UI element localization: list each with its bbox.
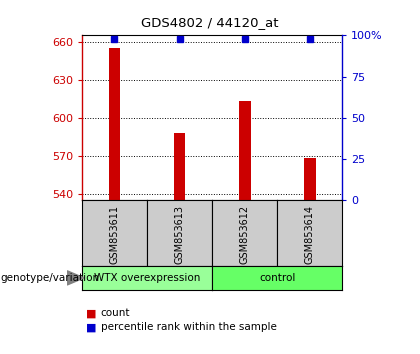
Text: GSM853612: GSM853612 [240, 205, 249, 264]
Bar [239, 101, 250, 200]
Bar [304, 158, 315, 200]
Text: ■: ■ [86, 322, 97, 332]
Text: GSM853611: GSM853611 [110, 205, 119, 264]
Bar [109, 48, 120, 200]
Polygon shape [67, 271, 84, 285]
Text: ■: ■ [86, 308, 97, 318]
Text: GDS4802 / 44120_at: GDS4802 / 44120_at [141, 16, 279, 29]
Text: percentile rank within the sample: percentile rank within the sample [101, 322, 277, 332]
Text: genotype/variation: genotype/variation [0, 273, 99, 283]
Text: GSM853613: GSM853613 [175, 205, 184, 264]
Text: control: control [259, 273, 295, 283]
Bar [174, 133, 185, 200]
Text: GSM853614: GSM853614 [305, 205, 315, 264]
Text: count: count [101, 308, 130, 318]
Text: WTX overexpression: WTX overexpression [94, 273, 200, 283]
